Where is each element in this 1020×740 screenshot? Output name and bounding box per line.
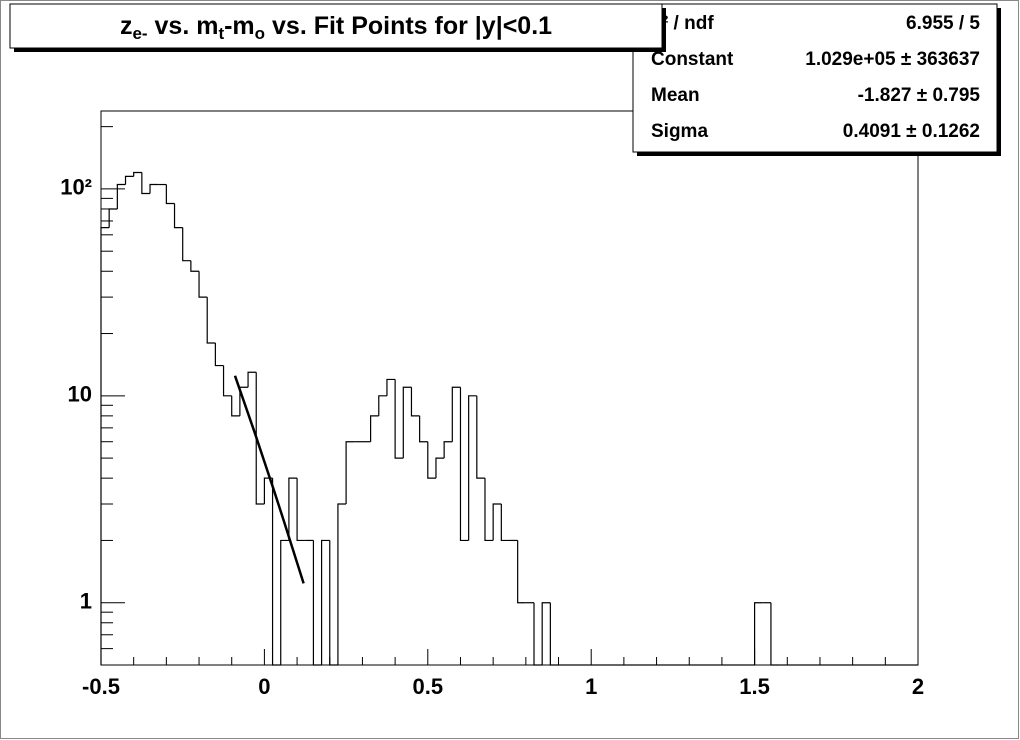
histogram-bin bbox=[165, 184, 175, 205]
histogram-bin bbox=[419, 415, 428, 443]
stat-value: -1.827 ± 0.795 bbox=[858, 85, 981, 106]
histogram-bin bbox=[484, 478, 494, 542]
y-tick-label: 10 bbox=[68, 382, 92, 407]
x-tick-label: 1 bbox=[585, 674, 597, 699]
histogram-bin bbox=[443, 441, 453, 459]
x-tick-label: 2 bbox=[912, 674, 924, 699]
histogram-bin bbox=[337, 503, 347, 665]
histogram-bin bbox=[247, 371, 257, 388]
histogram-bin bbox=[198, 271, 208, 298]
title-part: vs. m bbox=[148, 12, 219, 40]
title-part: z bbox=[120, 12, 133, 40]
histogram-bin bbox=[451, 386, 461, 442]
histogram-bin bbox=[459, 387, 469, 542]
histogram-bin bbox=[370, 415, 379, 442]
histogram-bin bbox=[541, 602, 551, 665]
stat-value: 1.029e+05 ± 363637 bbox=[805, 49, 980, 70]
frame bbox=[100, 110, 919, 666]
histogram-bin bbox=[770, 602, 780, 666]
histogram-bin bbox=[108, 208, 118, 228]
histogram-bin bbox=[468, 395, 477, 541]
plot: -0.5 0 0.5 1 1.5 2 1 10 10² bbox=[60, 126, 924, 699]
y-tick-label: 1 bbox=[80, 589, 92, 614]
title-part: o bbox=[255, 24, 265, 43]
stat-label: Sigma bbox=[651, 121, 708, 142]
histogram-bin bbox=[231, 395, 240, 417]
histogram-bin bbox=[280, 539, 289, 665]
stats-box: χ² / ndf 6.955 / 5 Constant 1.029e+05 ± 363… bbox=[632, 3, 1001, 156]
title-panel bbox=[9, 3, 663, 49]
histogram-bin bbox=[206, 297, 216, 344]
histogram-bin bbox=[100, 227, 110, 665]
histogram-bin bbox=[402, 386, 412, 459]
x-tick-label: 0 bbox=[258, 674, 270, 699]
histogram-bin bbox=[182, 227, 191, 262]
title-part: t bbox=[218, 24, 224, 43]
histogram-bin bbox=[427, 441, 436, 479]
histogram-bin bbox=[517, 540, 526, 604]
histogram-bin bbox=[435, 457, 445, 479]
histogram-bin bbox=[500, 504, 510, 542]
histogram-bin bbox=[173, 203, 183, 229]
x-tick-label: 1.5 bbox=[739, 674, 770, 699]
title-box: ze- vs. mt-mo vs. Fit Points for |y|<0.1 bbox=[9, 3, 666, 52]
x-tick-label: 0.5 bbox=[413, 674, 444, 699]
stat-label: Constant bbox=[651, 49, 734, 70]
histogram-bin bbox=[255, 372, 265, 505]
histogram-bin bbox=[271, 478, 281, 666]
fit-curve bbox=[233, 375, 305, 584]
histogram-bin bbox=[386, 378, 396, 396]
histogram-bin bbox=[476, 395, 485, 479]
histogram-bin bbox=[492, 503, 502, 541]
histogram-bin bbox=[296, 478, 306, 542]
histogram-bin bbox=[394, 379, 404, 459]
histogram-bin bbox=[124, 175, 134, 185]
histogram-bin bbox=[190, 260, 200, 272]
chart-title: ze- vs. mt-mo vs. Fit Points for |y|<0.1 bbox=[120, 12, 552, 44]
histogram-bin bbox=[754, 602, 763, 665]
histogram-bin bbox=[345, 441, 355, 504]
histogram-bin bbox=[222, 365, 232, 397]
title-part: -m bbox=[224, 12, 255, 40]
histogram-bin bbox=[312, 540, 322, 666]
histogram-bin bbox=[133, 171, 142, 177]
histogram-bin bbox=[149, 183, 159, 194]
histogram-bin bbox=[141, 172, 151, 195]
title-part: vs. Fit Points for |y|<0.1 bbox=[265, 12, 552, 40]
stat-label: Mean bbox=[651, 85, 700, 106]
stat-value: 6.955 / 5 bbox=[906, 13, 980, 34]
x-tick-label: -0.5 bbox=[82, 674, 120, 699]
histogram-bin bbox=[320, 539, 330, 665]
histogram-bin bbox=[288, 477, 298, 541]
stat-value: 0.4091 ± 0.1262 bbox=[843, 121, 980, 142]
histogram-bin bbox=[378, 395, 387, 416]
histogram-bin bbox=[549, 602, 559, 666]
histogram-bin bbox=[214, 342, 224, 367]
histogram-bin bbox=[329, 540, 338, 666]
stat-label: χ² / ndf bbox=[651, 13, 714, 34]
histogram-bin bbox=[410, 387, 420, 417]
histogram-bin bbox=[533, 602, 543, 666]
stats-panel bbox=[632, 3, 998, 153]
title-part: e- bbox=[132, 24, 147, 43]
y-tick-label: 10² bbox=[60, 175, 92, 200]
histogram-bin bbox=[116, 183, 126, 209]
